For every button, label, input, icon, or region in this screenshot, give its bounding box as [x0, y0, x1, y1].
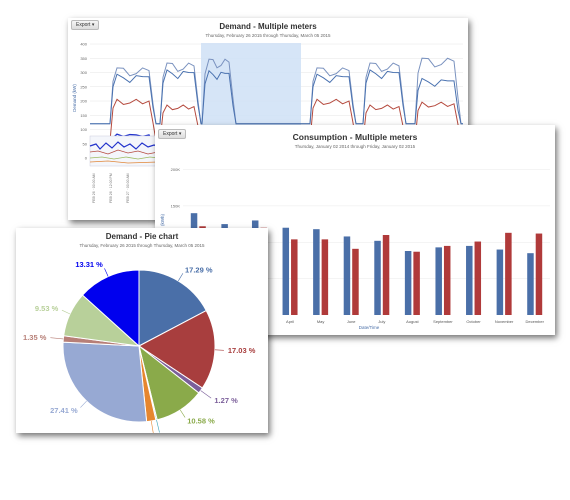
y-tick-label: 0 [85, 156, 88, 161]
pie-slice-label: 27.41 % [50, 406, 78, 415]
x-tick-label: September [433, 319, 453, 324]
bar [474, 241, 482, 315]
chart-title: Demand - Multiple meters [219, 22, 317, 31]
svg-text:FEB 26 · 12:00 PM: FEB 26 · 12:00 PM [109, 173, 113, 203]
y-tick-label: 150 [80, 113, 87, 118]
pie-connector [104, 268, 109, 277]
chart-subtitle: Thursday, January 02 2014 through Friday… [294, 144, 416, 149]
bar [435, 247, 442, 315]
export-button[interactable]: Export ▾ [158, 129, 187, 139]
y-tick-label: 150K [171, 203, 181, 208]
y-tick-label: 300 [80, 70, 87, 75]
y-axis-label: Demand (kW) [72, 84, 77, 112]
bar [466, 245, 473, 315]
bar [321, 239, 329, 315]
y-axis-label: (kWh) [160, 214, 165, 226]
bar [352, 248, 359, 315]
x-tick-label: October [466, 319, 481, 324]
chart-subtitle: Thursday, February 26 2015 through Thurs… [79, 243, 205, 248]
chart-title: Consumption - Multiple meters [292, 132, 418, 142]
y-tick-label: 200K [171, 167, 181, 172]
svg-text:FEB 26 · 00:00 AM: FEB 26 · 00:00 AM [92, 173, 96, 203]
bar [413, 251, 420, 315]
y-tick-label: 200 [80, 99, 87, 104]
x-tick-label: November [495, 319, 514, 324]
navigator-axis-labels: FEB 26 · 00:00 AM FEB 26 · 12:00 PM FEB … [92, 173, 130, 203]
x-tick-label: June [347, 319, 356, 324]
pie-connector [200, 390, 212, 399]
x-tick-label: December [525, 319, 544, 324]
bar [505, 232, 512, 315]
pie-connector [156, 419, 160, 433]
demand-pie-plot: 17.29 %17.03 %1.27 %10.58 %0.26 %1.97 %2… [23, 260, 256, 433]
pie-connector [50, 337, 64, 340]
bar [374, 240, 381, 315]
pie-connector [178, 273, 184, 282]
bar [291, 239, 298, 315]
pie-slice-label: 17.03 % [228, 346, 256, 355]
bar [496, 249, 504, 315]
x-tick-label: April [286, 319, 294, 324]
pie-connector [179, 409, 186, 418]
bar [535, 233, 543, 315]
series-line [90, 69, 463, 125]
pie-slice [138, 269, 207, 347]
pie-slice-label: 1.35 % [23, 333, 47, 342]
pie-slice [62, 341, 148, 423]
pie-slice-label: 10.58 % [187, 416, 215, 425]
navigator-preview [89, 135, 159, 167]
pie-slice-label: 13.31 % [75, 260, 103, 269]
x-axis-label: Date/Time [359, 325, 380, 330]
pie-slice-label: 1.27 % [214, 396, 238, 405]
bar [443, 245, 451, 315]
y-tick-label: 50 [83, 141, 88, 146]
pie-connector [150, 420, 154, 433]
export-button[interactable]: Export ▾ [71, 20, 100, 30]
pie-slice-label: 0.26 % [160, 432, 184, 433]
bar [382, 235, 390, 315]
y-tick-label: 250 [80, 84, 87, 89]
demand-pie-chart-card: Demand - Pie chart Thursday, February 26… [16, 228, 268, 433]
x-tick-label: May [317, 319, 325, 324]
pie-connector [80, 400, 87, 408]
pie-slice-label: 9.53 % [35, 304, 59, 313]
y-tick-label: 400 [80, 42, 87, 47]
bar [404, 251, 412, 315]
bar [282, 227, 290, 315]
x-tick-label: August [406, 319, 419, 324]
chart-subtitle: Thursday, February 26 2015 through Thurs… [205, 33, 331, 38]
pie-slice [138, 309, 216, 389]
svg-text:FEB 27 · 00:00 AM: FEB 27 · 00:00 AM [126, 173, 130, 203]
bar [343, 236, 351, 315]
y-tick-label: 100 [80, 127, 87, 132]
bar [527, 253, 534, 315]
y-tick-label: 350 [80, 56, 87, 61]
pie-slice-label: 17.29 % [185, 265, 213, 274]
chart-title: Demand - Pie chart [105, 232, 179, 241]
pie-connector [61, 309, 71, 315]
pie-slice [81, 269, 140, 348]
bar [313, 229, 320, 315]
x-tick-label: July [378, 319, 385, 324]
